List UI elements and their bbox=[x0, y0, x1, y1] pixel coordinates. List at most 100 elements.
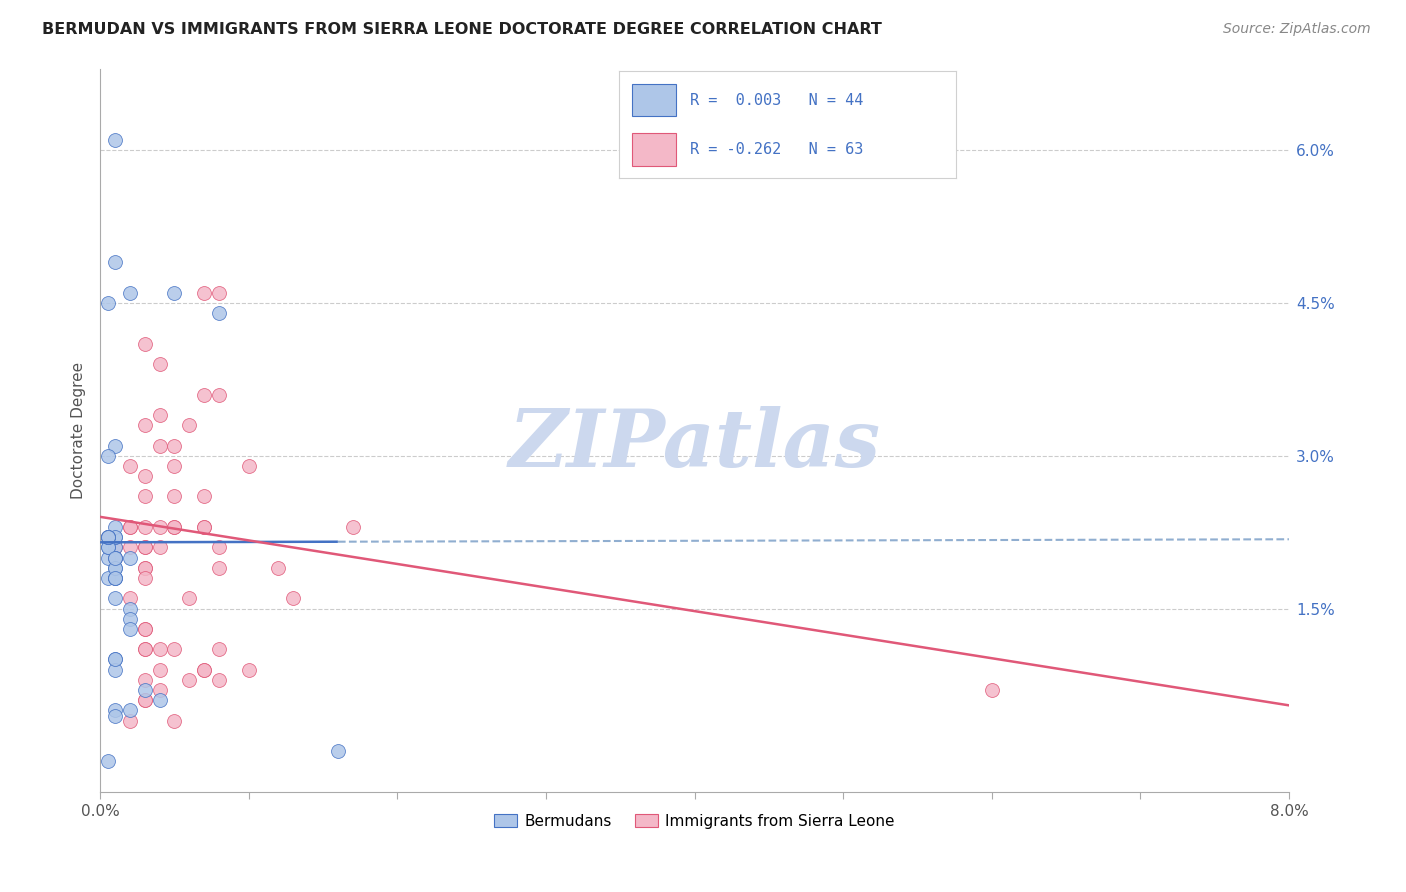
Point bbox=[118, 612, 141, 626]
Bar bbox=[633, 134, 676, 166]
Point bbox=[267, 561, 290, 575]
Point bbox=[148, 520, 170, 534]
Point bbox=[134, 561, 156, 575]
Point bbox=[148, 541, 170, 555]
Point bbox=[980, 683, 1002, 698]
Point bbox=[208, 673, 231, 687]
Point bbox=[96, 530, 118, 544]
Point bbox=[118, 601, 141, 615]
Point bbox=[104, 530, 127, 544]
Point bbox=[134, 418, 156, 433]
Point bbox=[104, 571, 127, 585]
Legend: Bermudans, Immigrants from Sierra Leone: Bermudans, Immigrants from Sierra Leone bbox=[488, 807, 901, 835]
Point bbox=[193, 663, 215, 677]
Point bbox=[104, 438, 127, 452]
Point bbox=[193, 663, 215, 677]
Point bbox=[104, 541, 127, 555]
Point bbox=[104, 561, 127, 575]
Point bbox=[96, 755, 118, 769]
Point bbox=[104, 663, 127, 677]
Point bbox=[96, 530, 118, 544]
Point bbox=[134, 642, 156, 657]
Point bbox=[134, 469, 156, 483]
Point bbox=[96, 571, 118, 585]
Point bbox=[342, 520, 364, 534]
Point bbox=[118, 703, 141, 717]
Point bbox=[118, 285, 141, 300]
Point bbox=[134, 541, 156, 555]
Point bbox=[96, 530, 118, 544]
Point bbox=[179, 673, 201, 687]
Point bbox=[148, 642, 170, 657]
Point bbox=[134, 490, 156, 504]
Point bbox=[134, 622, 156, 636]
Point bbox=[193, 285, 215, 300]
Point bbox=[118, 714, 141, 728]
Point bbox=[104, 550, 127, 565]
Point bbox=[163, 642, 186, 657]
Point bbox=[193, 490, 215, 504]
Point bbox=[134, 520, 156, 534]
Point bbox=[134, 683, 156, 698]
Point bbox=[163, 714, 186, 728]
Point bbox=[193, 387, 215, 401]
Point bbox=[118, 520, 141, 534]
Point bbox=[104, 520, 127, 534]
Point bbox=[104, 703, 127, 717]
Point bbox=[208, 561, 231, 575]
Point bbox=[134, 571, 156, 585]
Point bbox=[148, 693, 170, 707]
Point bbox=[208, 387, 231, 401]
Point bbox=[134, 561, 156, 575]
Text: ZIPatlas: ZIPatlas bbox=[509, 406, 880, 483]
Point bbox=[148, 663, 170, 677]
Point bbox=[104, 550, 127, 565]
Point bbox=[179, 418, 201, 433]
Point bbox=[104, 541, 127, 555]
Point bbox=[118, 458, 141, 473]
Point bbox=[163, 520, 186, 534]
Point bbox=[104, 571, 127, 585]
Point bbox=[134, 336, 156, 351]
Point bbox=[208, 642, 231, 657]
Point bbox=[96, 541, 118, 555]
Point bbox=[148, 357, 170, 371]
Point bbox=[118, 622, 141, 636]
Text: BERMUDAN VS IMMIGRANTS FROM SIERRA LEONE DOCTORATE DEGREE CORRELATION CHART: BERMUDAN VS IMMIGRANTS FROM SIERRA LEONE… bbox=[42, 22, 882, 37]
Point bbox=[163, 438, 186, 452]
Point bbox=[208, 306, 231, 320]
Point bbox=[134, 642, 156, 657]
Point bbox=[118, 591, 141, 606]
Point bbox=[134, 693, 156, 707]
Text: R =  0.003   N = 44: R = 0.003 N = 44 bbox=[689, 93, 863, 108]
Point bbox=[283, 591, 305, 606]
Point bbox=[96, 530, 118, 544]
Point bbox=[134, 541, 156, 555]
Point bbox=[118, 541, 141, 555]
Y-axis label: Doctorate Degree: Doctorate Degree bbox=[72, 361, 86, 499]
Bar bbox=[633, 84, 676, 116]
Point bbox=[96, 530, 118, 544]
Point bbox=[179, 591, 201, 606]
Text: Source: ZipAtlas.com: Source: ZipAtlas.com bbox=[1223, 22, 1371, 37]
Point bbox=[104, 133, 127, 147]
Point bbox=[96, 296, 118, 310]
Point bbox=[208, 285, 231, 300]
Point bbox=[163, 490, 186, 504]
Point bbox=[104, 255, 127, 269]
Point bbox=[134, 673, 156, 687]
Point bbox=[163, 520, 186, 534]
Point bbox=[148, 438, 170, 452]
Point bbox=[104, 708, 127, 723]
Text: R = -0.262   N = 63: R = -0.262 N = 63 bbox=[689, 142, 863, 157]
Point bbox=[104, 571, 127, 585]
Point bbox=[238, 458, 260, 473]
Point bbox=[193, 520, 215, 534]
Point bbox=[238, 663, 260, 677]
Point bbox=[163, 458, 186, 473]
Point bbox=[104, 530, 127, 544]
Point bbox=[104, 550, 127, 565]
Point bbox=[148, 683, 170, 698]
Point bbox=[104, 591, 127, 606]
Point bbox=[118, 520, 141, 534]
